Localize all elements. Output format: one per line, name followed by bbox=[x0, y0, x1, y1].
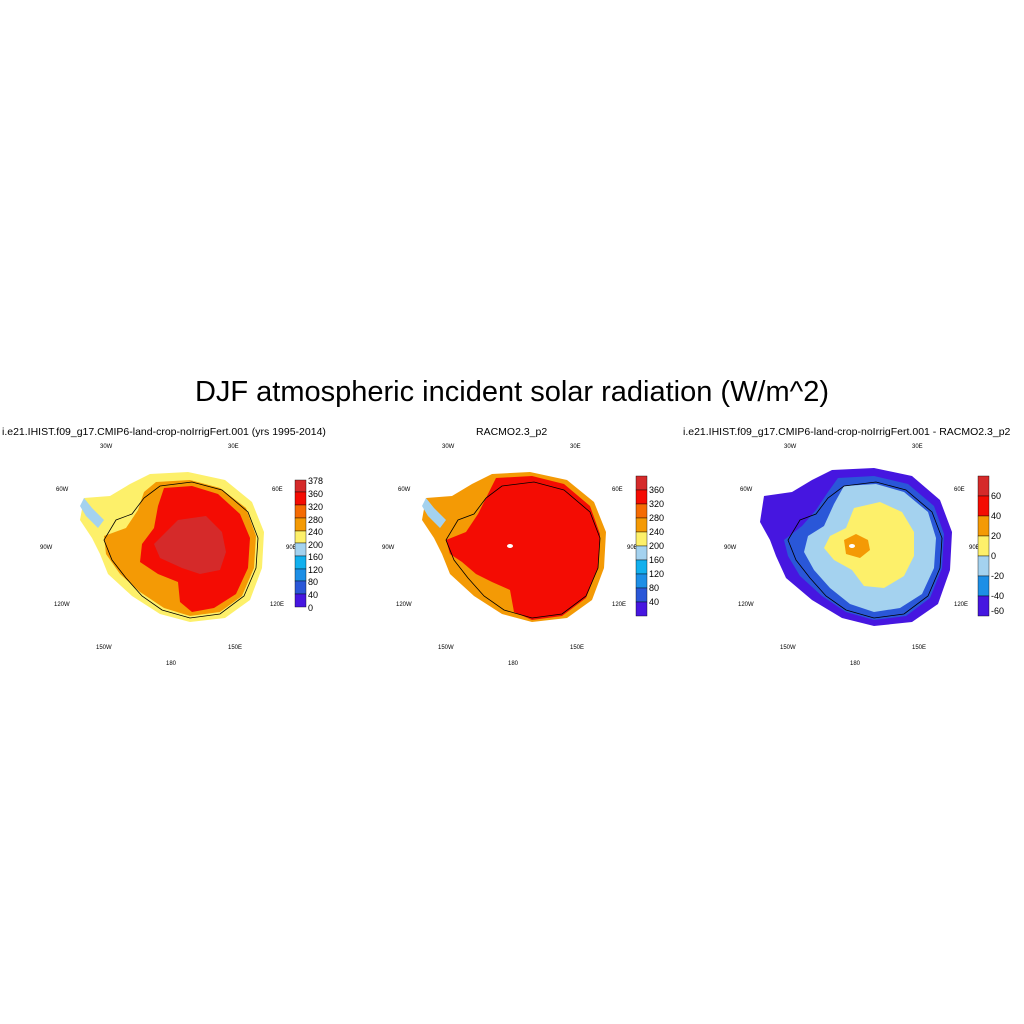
panel-2-map: 30W 30E 60W 60E 90W 90E 120W 120E 150W 1… bbox=[382, 444, 664, 667]
lon-90e-label: 90E bbox=[627, 545, 638, 551]
panel-2-title: RACMO2.3_p2 bbox=[476, 426, 548, 438]
lon-150w-label: 150W bbox=[438, 645, 454, 651]
lon-60w-label: 60W bbox=[398, 487, 411, 493]
colorbar-label: 40 bbox=[991, 511, 1001, 521]
colorbar-label: 378 bbox=[308, 476, 323, 486]
colorbar-label: 160 bbox=[308, 552, 323, 562]
colorbar-label: 60 bbox=[991, 491, 1001, 501]
colorbar-label: 0 bbox=[991, 551, 996, 561]
coastline bbox=[103, 481, 259, 619]
lon-180-label: 180 bbox=[166, 661, 177, 667]
colorbar-label: 360 bbox=[308, 489, 323, 499]
lon-120e-label: 120E bbox=[954, 602, 968, 608]
coastline bbox=[787, 481, 943, 619]
lon-180-label: 180 bbox=[508, 661, 519, 667]
colorbar-label: -60 bbox=[991, 606, 1004, 616]
colorbar-label: 80 bbox=[649, 583, 659, 593]
lon-150e-label: 150E bbox=[912, 645, 926, 651]
geo-labels: 30W 30E 60W 60E 90W 90E 120W 120E 150W 1… bbox=[40, 444, 297, 667]
colorbar-label: 280 bbox=[308, 515, 323, 525]
lon-60e-label: 60E bbox=[954, 487, 965, 493]
lon-30e-label: 30E bbox=[228, 444, 239, 450]
colorbar-label: 240 bbox=[308, 527, 323, 537]
panel-1-title: i.e21.IHIST.f09_g17.CMIP6-land-crop-noIr… bbox=[2, 426, 326, 438]
panel-3-colorbar: 60 40 20 0 -20 -40 -60 bbox=[977, 475, 1004, 617]
lon-150e-label: 150E bbox=[570, 645, 584, 651]
lon-60e-label: 60E bbox=[612, 487, 623, 493]
colorbar-label: -20 bbox=[991, 571, 1004, 581]
lon-60e-label: 60E bbox=[272, 487, 283, 493]
lon-30w-label: 30W bbox=[442, 444, 455, 450]
colorbar-label: 200 bbox=[649, 541, 664, 551]
colorbar-label: 160 bbox=[649, 555, 664, 565]
geo-labels: 30W 30E 60W 60E 90W 90E 120W 120E 150W 1… bbox=[724, 444, 980, 667]
colorbar-label: 80 bbox=[308, 577, 318, 587]
colorbar-label: 40 bbox=[308, 590, 318, 600]
panel-1-colorbar: 378 360 320 280 240 200 160 120 80 40 0 bbox=[294, 476, 323, 613]
lon-90e-label: 90E bbox=[969, 545, 980, 551]
geo-labels: 30W 30E 60W 60E 90W 90E 120W 120E 150W 1… bbox=[382, 444, 638, 667]
colorbar-label: 120 bbox=[649, 569, 664, 579]
lon-90e-label: 90E bbox=[286, 545, 297, 551]
lon-60w-label: 60W bbox=[56, 487, 69, 493]
colorbar-label: 280 bbox=[649, 513, 664, 523]
lon-180-label: 180 bbox=[850, 661, 861, 667]
lon-150e-label: 150E bbox=[228, 645, 242, 651]
lon-30e-label: 30E bbox=[570, 444, 581, 450]
lon-150w-label: 150W bbox=[96, 645, 112, 651]
colorbar-label: 0 bbox=[308, 603, 313, 613]
colorbar-label: 40 bbox=[649, 597, 659, 607]
antarctica-field bbox=[80, 472, 264, 622]
lon-120e-label: 120E bbox=[270, 602, 284, 608]
lon-90w-label: 90W bbox=[40, 545, 53, 551]
lon-120e-label: 120E bbox=[612, 602, 626, 608]
colorbar-label: -40 bbox=[991, 591, 1004, 601]
lon-120w-label: 120W bbox=[738, 602, 754, 608]
panel-3-map: 30W 30E 60W 60E 90W 90E 120W 120E 150W 1… bbox=[724, 444, 1004, 667]
lon-90w-label: 90W bbox=[382, 545, 395, 551]
lon-90w-label: 90W bbox=[724, 545, 737, 551]
lon-120w-label: 120W bbox=[396, 602, 412, 608]
colorbar-label: 320 bbox=[308, 502, 323, 512]
colorbar-label: 120 bbox=[308, 565, 323, 575]
lon-30e-label: 30E bbox=[912, 444, 923, 450]
antarctica-field bbox=[760, 468, 952, 626]
lon-30w-label: 30W bbox=[100, 444, 113, 450]
colorbar-label: 240 bbox=[649, 527, 664, 537]
panel-2-colorbar: 360 320 280 240 200 160 120 80 40 bbox=[635, 475, 664, 617]
colorbar-label: 360 bbox=[649, 485, 664, 495]
lon-120w-label: 120W bbox=[54, 602, 70, 608]
figure-title: DJF atmospheric incident solar radiation… bbox=[194, 376, 830, 408]
colorbar-label: 320 bbox=[649, 499, 664, 509]
colorbar-label: 20 bbox=[991, 531, 1001, 541]
panel-1-map: 30W 30E 60W 60E 90W 90E 120W 120E 150W 1… bbox=[40, 444, 323, 667]
panel-3-title: i.e21.IHIST.f09_g17.CMIP6-land-crop-noIr… bbox=[683, 426, 1011, 438]
lon-60w-label: 60W bbox=[740, 487, 753, 493]
antarctica-field bbox=[422, 472, 606, 622]
colorbar-label: 200 bbox=[308, 540, 323, 550]
coastline bbox=[445, 481, 601, 619]
lon-150w-label: 150W bbox=[780, 645, 796, 651]
lon-30w-label: 30W bbox=[784, 444, 797, 450]
